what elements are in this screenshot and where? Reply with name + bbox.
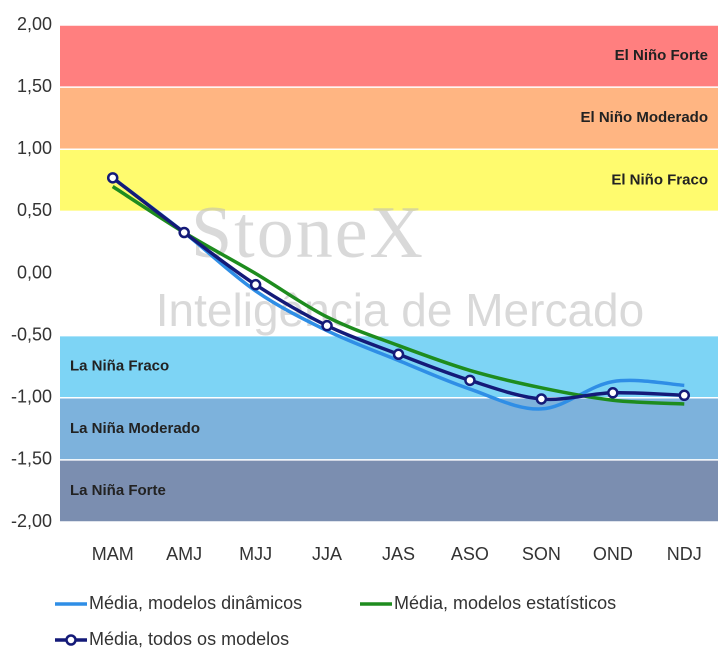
watermark: StoneX	[191, 192, 425, 274]
x-tick-label: JAS	[382, 544, 415, 564]
zone-label: La Niña Moderado	[70, 420, 200, 437]
point-marker	[249, 278, 262, 291]
point-marker	[464, 374, 476, 387]
zone-label: La Niña Fraco	[70, 358, 169, 375]
y-tick-label: 0,00	[17, 262, 52, 282]
y-tick-label: 1,50	[17, 76, 52, 96]
zone-band	[60, 25, 718, 88]
y-tick-label: -1,00	[11, 387, 52, 407]
point-marker	[178, 226, 190, 239]
y-tick-label: 0,50	[17, 200, 52, 220]
x-tick-label: SON	[522, 544, 561, 564]
point-marker	[321, 319, 333, 332]
zone-band	[60, 335, 718, 398]
y-tick-label: -0,50	[11, 324, 52, 344]
zone-label: El Niño Fraco	[611, 171, 708, 188]
y-tick-label: 2,00	[17, 14, 52, 34]
zone-band	[60, 149, 718, 212]
x-tick-label: MAM	[92, 544, 134, 564]
point-marker	[535, 393, 548, 405]
legend-label: Média, modelos estatísticos	[394, 593, 616, 613]
point-marker	[392, 348, 405, 361]
legend-label: Média, todos os modelos	[89, 629, 289, 649]
point-marker	[607, 387, 619, 399]
x-tick-label: NDJ	[667, 544, 702, 564]
x-tick-label: ASO	[451, 544, 489, 564]
legend-marker	[65, 634, 77, 646]
x-tick-label: AMJ	[166, 544, 202, 564]
zone-label: El Niño Moderado	[581, 109, 709, 126]
y-tick-label: -1,50	[11, 449, 52, 469]
y-tick-label: 1,00	[17, 138, 52, 158]
watermark: Inteligência de Mercado	[156, 284, 644, 336]
zone-band	[60, 397, 718, 460]
point-marker	[106, 172, 119, 184]
x-tick-label: MJJ	[239, 544, 272, 564]
x-tick-label: JJA	[312, 544, 342, 564]
zone-band	[60, 459, 718, 522]
legend-label: Média, modelos dinâmicos	[89, 593, 302, 613]
point-marker	[678, 389, 691, 402]
zone-band	[60, 87, 718, 150]
y-tick-label: -2,00	[11, 511, 52, 531]
zone-label: La Niña Forte	[70, 482, 166, 499]
zone-label: El Niño Forte	[615, 47, 708, 64]
x-tick-label: OND	[593, 544, 633, 564]
